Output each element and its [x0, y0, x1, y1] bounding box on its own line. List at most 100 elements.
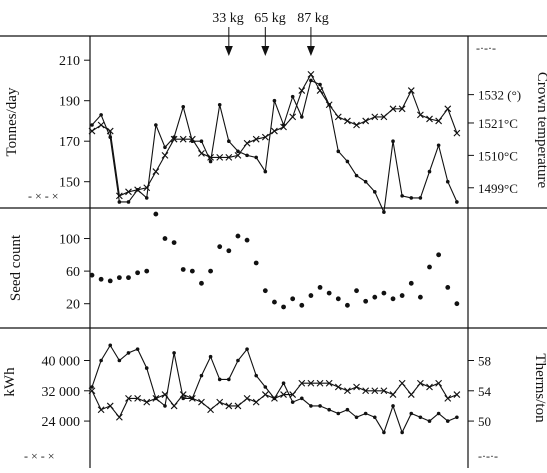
data-point-0-0-31	[372, 190, 377, 194]
data-point-2-0-30	[363, 411, 368, 416]
annotation-arrowhead-1	[261, 46, 270, 56]
data-point-1-0-12	[199, 280, 204, 286]
data-point-1-0-38	[436, 252, 442, 258]
data-point-2-0-29	[354, 415, 359, 420]
data-point-2-0-21	[281, 381, 286, 386]
data-point-1-0-23	[299, 302, 305, 308]
data-point-1-0-17	[244, 237, 250, 243]
data-point-2-0-16	[236, 358, 240, 363]
y2tick-label-2-2: 50	[478, 414, 491, 429]
data-point-cross-2-1-7	[152, 394, 160, 402]
data-point-1-0-7	[153, 211, 159, 217]
data-point-0-0-24	[309, 78, 313, 83]
data-point-cross-0-1-29	[353, 121, 360, 129]
data-point-cross-0-1-17	[243, 139, 251, 147]
data-point-0-0-30	[363, 179, 368, 184]
data-point-1-0-10	[180, 267, 186, 272]
data-point-2-0-40	[455, 415, 459, 420]
data-point-2-0-15	[227, 377, 231, 382]
data-point-1-0-30	[363, 298, 369, 304]
ytick-label-1-2: 20	[66, 298, 80, 313]
data-point-cross-2-1-40	[453, 391, 461, 398]
data-point-2-0-5	[135, 347, 140, 351]
data-point-0-0-13	[208, 159, 213, 164]
data-point-cross-2-1-21	[280, 391, 287, 398]
data-point-0-0-6	[144, 196, 149, 200]
data-point-cross-0-1-30	[362, 117, 370, 125]
data-point-2-0-8	[163, 404, 167, 408]
data-point-cross-2-1-11	[188, 394, 196, 402]
data-point-0-0-3	[117, 200, 122, 204]
data-point-cross-0-1-3	[115, 192, 123, 200]
data-point-2-0-35	[409, 411, 414, 416]
data-point-1-0-29	[354, 288, 359, 294]
data-point-1-0-31	[372, 294, 378, 300]
data-point-cross-2-1-27	[334, 383, 342, 391]
data-point-cross-2-1-8	[161, 391, 169, 398]
data-point-cross-0-1-22	[289, 113, 297, 121]
data-point-cross-0-1-39	[444, 105, 452, 113]
data-point-cross-2-1-32	[380, 387, 388, 395]
bottom-legend-left: - × - ×	[24, 449, 55, 463]
top-legend-right: -·-·-	[476, 41, 496, 55]
data-point-1-0-0	[89, 272, 95, 278]
data-point-2-0-13	[208, 354, 213, 359]
data-point-1-0-19	[262, 288, 268, 294]
data-point-cross-0-1-10	[179, 135, 187, 143]
annotation-label-1: 33 kg	[212, 11, 244, 26]
data-point-0-0-36	[418, 196, 423, 200]
data-point-cross-0-1-36	[417, 111, 424, 119]
ytick-label-2-1: 32 000	[42, 385, 81, 400]
annotation-label-2: 65 kg	[254, 11, 286, 26]
data-point-0-0-37	[427, 169, 432, 174]
data-point-cross-2-1-4	[125, 394, 132, 402]
data-point-0-0-28	[345, 159, 350, 164]
data-point-0-0-14	[217, 102, 222, 107]
data-point-1-0-16	[235, 233, 241, 239]
data-point-cross-0-1-11	[188, 135, 196, 143]
data-point-0-0-10	[181, 104, 186, 109]
data-point-cross-2-1-30	[362, 387, 370, 395]
data-point-cross-2-1-16	[234, 402, 242, 410]
data-point-cross-0-1-34	[398, 105, 406, 113]
data-point-0-0-33	[391, 139, 395, 143]
data-point-1-0-25	[317, 285, 323, 290]
bottom-legend-right: -·-·-	[478, 449, 498, 463]
data-point-cross-2-1-26	[325, 379, 333, 387]
data-point-cross-2-1-29	[353, 383, 360, 391]
data-point-1-0-14	[217, 244, 223, 250]
data-point-2-0-14	[217, 377, 222, 382]
data-point-cross-0-1-16	[234, 151, 242, 159]
data-point-cross-0-1-27	[334, 113, 342, 121]
data-point-cross-0-1-33	[389, 105, 397, 113]
data-point-1-0-20	[272, 299, 277, 305]
y2tick-label-0-0: 1532 (°)	[478, 88, 521, 103]
data-point-cross-2-1-9	[170, 402, 178, 410]
data-point-cross-2-1-39	[444, 394, 452, 402]
data-point-2-0-6	[144, 366, 149, 370]
data-point-1-0-13	[208, 268, 213, 274]
data-point-2-0-25	[318, 404, 322, 408]
data-point-0-0-23	[300, 115, 304, 119]
data-point-2-0-12	[199, 373, 204, 378]
data-point-cross-0-1-1	[97, 121, 105, 129]
data-point-2-0-4	[126, 351, 131, 355]
data-point-0-0-16	[236, 149, 240, 154]
data-point-0-0-20	[272, 98, 277, 103]
ytick-label-0-3: 150	[59, 176, 80, 191]
data-point-cross-2-1-12	[198, 398, 205, 406]
data-point-1-0-32	[381, 290, 387, 296]
data-point-cross-2-1-3	[115, 413, 123, 421]
data-point-cross-0-1-9	[170, 135, 178, 143]
data-point-0-0-19	[263, 169, 268, 174]
data-point-0-0-38	[436, 143, 441, 148]
data-point-2-0-0	[90, 385, 94, 389]
data-point-0-0-34	[400, 194, 404, 198]
chart-frame	[0, 35, 547, 468]
data-point-1-0-21	[281, 304, 286, 310]
data-point-2-0-36	[418, 415, 423, 420]
data-point-cross-0-1-0	[88, 127, 96, 135]
data-point-2-0-26	[327, 407, 331, 412]
top-ylabel: Tonnes/day	[4, 87, 20, 156]
data-point-cross-2-1-24	[307, 379, 315, 387]
